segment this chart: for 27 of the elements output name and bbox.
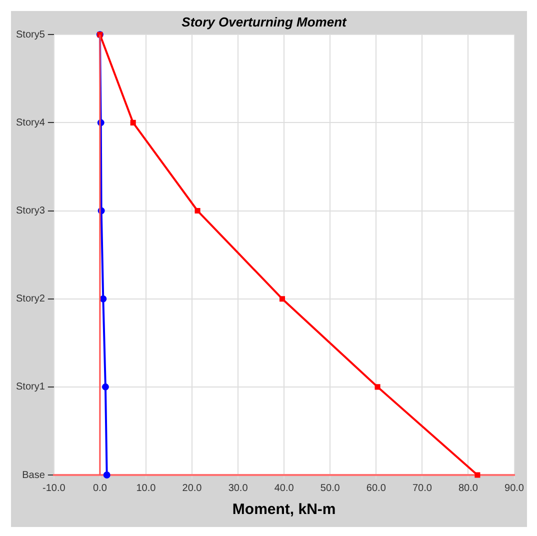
chart-title: Story Overturning Moment <box>182 14 348 30</box>
y-tick-label: Story1 <box>16 382 46 393</box>
x-tick-label: 90.0 <box>504 482 524 494</box>
point <box>374 384 380 390</box>
y-tick-label: Story5 <box>16 29 46 40</box>
x-axis-title: Moment, kN-m <box>232 501 336 518</box>
x-tick-label: 40.0 <box>274 482 294 494</box>
point <box>474 472 480 478</box>
point <box>279 296 286 302</box>
y-tick-label: Story3 <box>16 206 46 217</box>
x-tick-label: 50.0 <box>320 482 340 494</box>
point <box>102 383 109 390</box>
x-tick-label: 10.0 <box>136 482 156 494</box>
point <box>103 472 110 478</box>
y-tick-label: Story4 <box>16 117 46 128</box>
x-tick-label: 60.0 <box>366 482 386 494</box>
x-tick-label: -10.0 <box>42 482 66 494</box>
x-tick-label: 80.0 <box>458 482 478 494</box>
y-tick-label: Base <box>22 470 46 481</box>
x-tick-label: 70.0 <box>412 482 432 494</box>
y-tick-label: Story2 <box>16 294 46 305</box>
point <box>194 208 200 214</box>
point <box>100 295 107 302</box>
x-tick-label: 0.0 <box>92 482 108 494</box>
x-tick-label: 20.0 <box>182 482 202 494</box>
x-tick-label: 30.0 <box>228 482 248 494</box>
point <box>130 120 136 126</box>
